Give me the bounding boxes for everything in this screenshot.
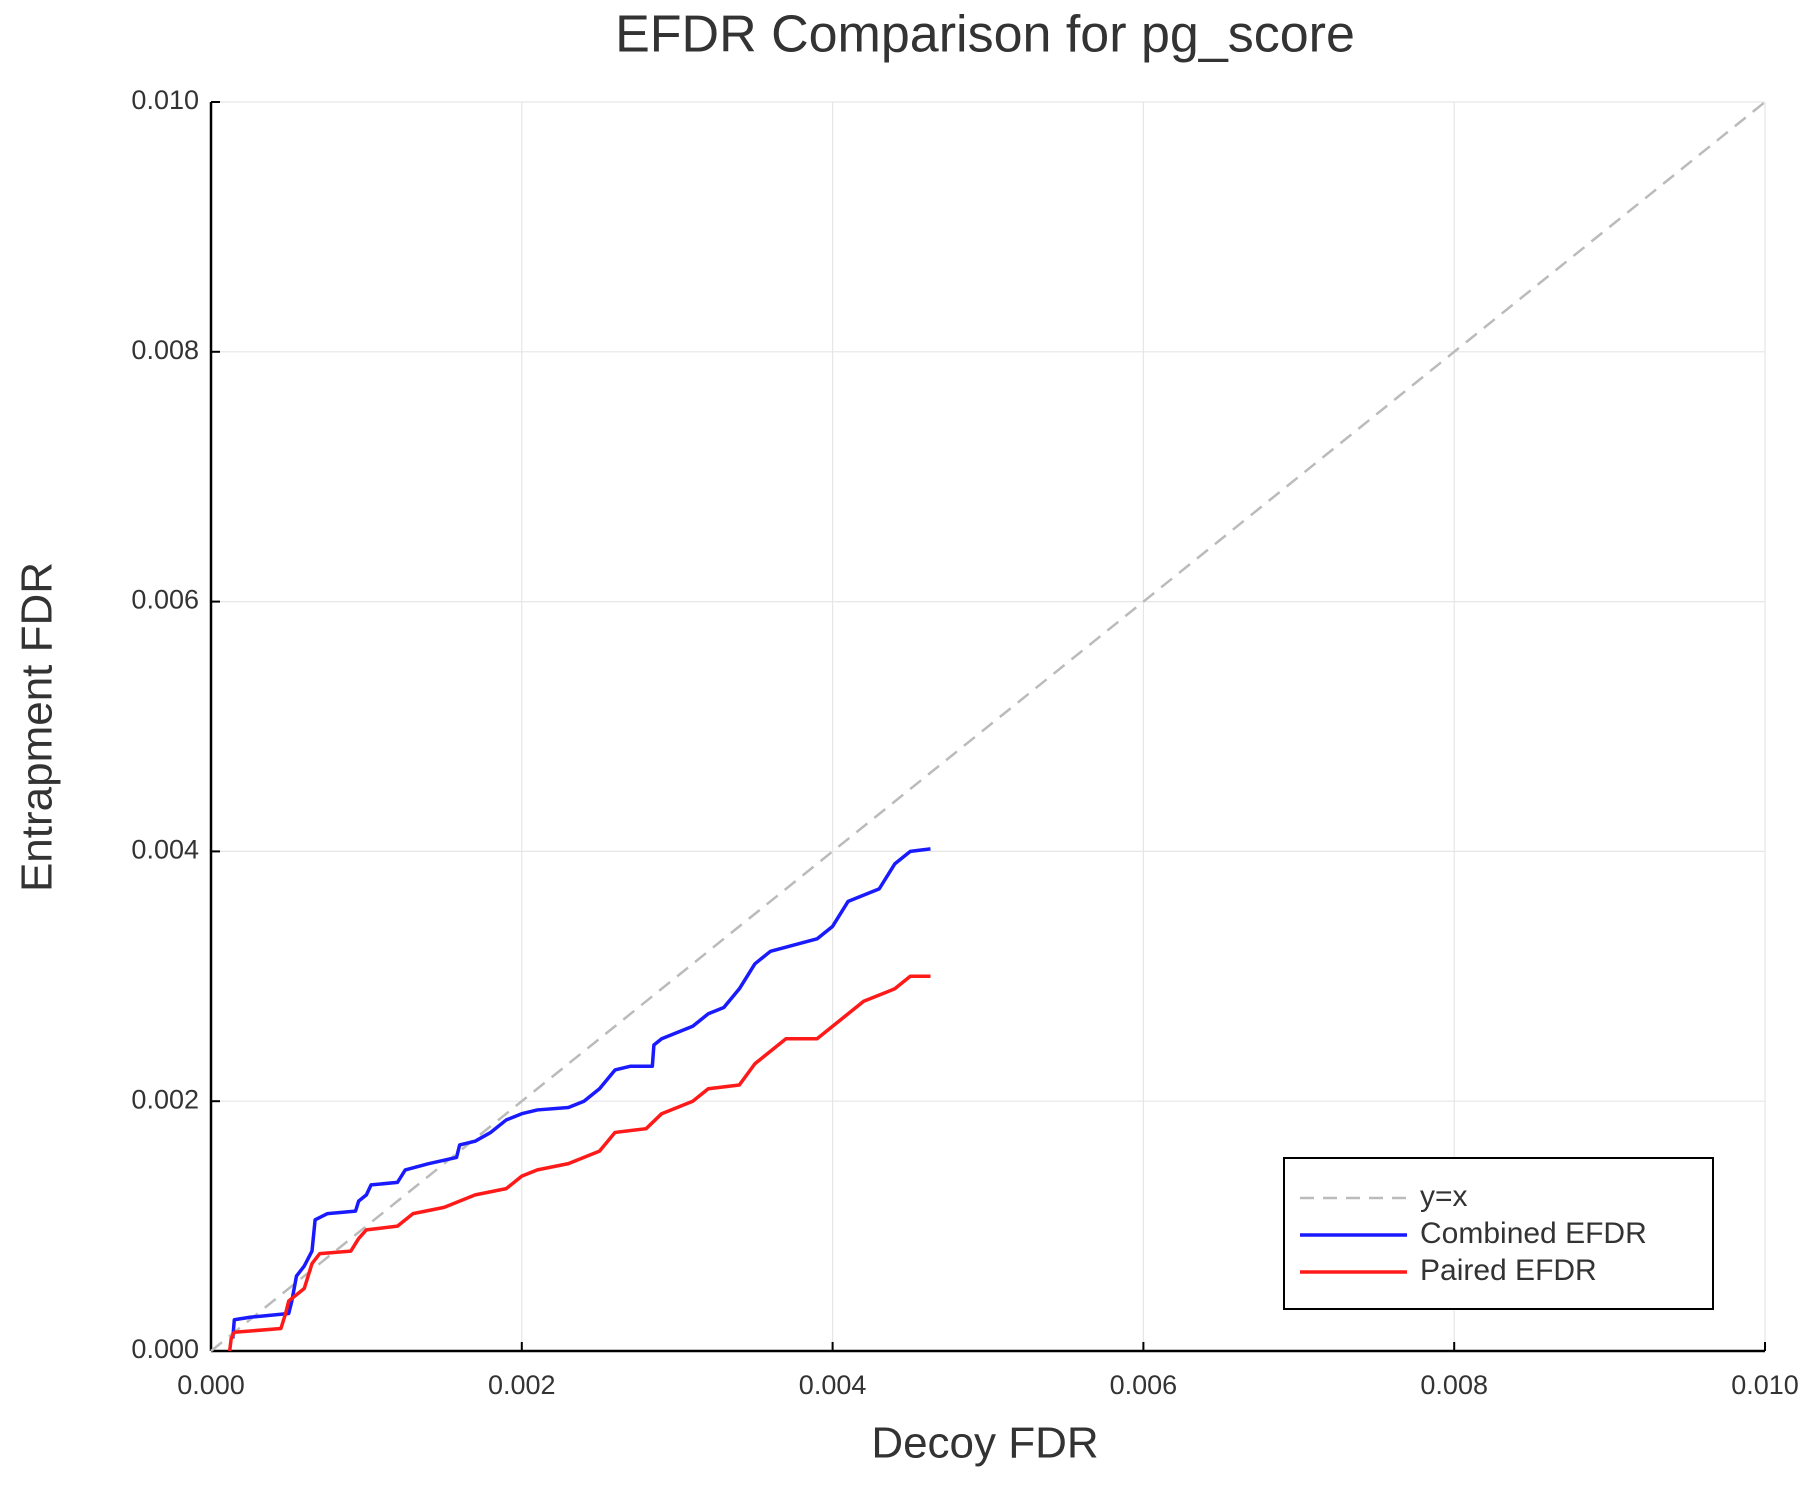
x-tick-label: 0.006 <box>1110 1370 1178 1400</box>
y-tick-label: 0.008 <box>131 335 199 365</box>
y-axis-label: Entrapment FDR <box>13 562 62 892</box>
legend-label: Combined EFDR <box>1420 1217 1647 1250</box>
x-tick-label: 0.010 <box>1731 1370 1799 1400</box>
chart-title: EFDR Comparison for pg_score <box>615 6 1355 64</box>
x-tick-label: 0.004 <box>799 1370 867 1400</box>
series-line <box>227 974 931 1352</box>
y-tick-label: 0.006 <box>131 585 199 615</box>
x-axis-label: Decoy FDR <box>871 1419 1098 1468</box>
x-tick-label: 0.000 <box>177 1370 245 1400</box>
y-tick-label: 0.002 <box>131 1084 199 1114</box>
series-line <box>231 847 931 1339</box>
y-tick-label: 0.004 <box>131 835 199 865</box>
x-tick-label: 0.002 <box>488 1370 556 1400</box>
legend-label: y=x <box>1420 1180 1468 1213</box>
legend-label: Paired EFDR <box>1420 1254 1597 1287</box>
y-tick-label: 0.000 <box>131 1334 199 1364</box>
y-tick-label: 0.010 <box>131 85 199 115</box>
x-tick-label: 0.008 <box>1420 1370 1488 1400</box>
